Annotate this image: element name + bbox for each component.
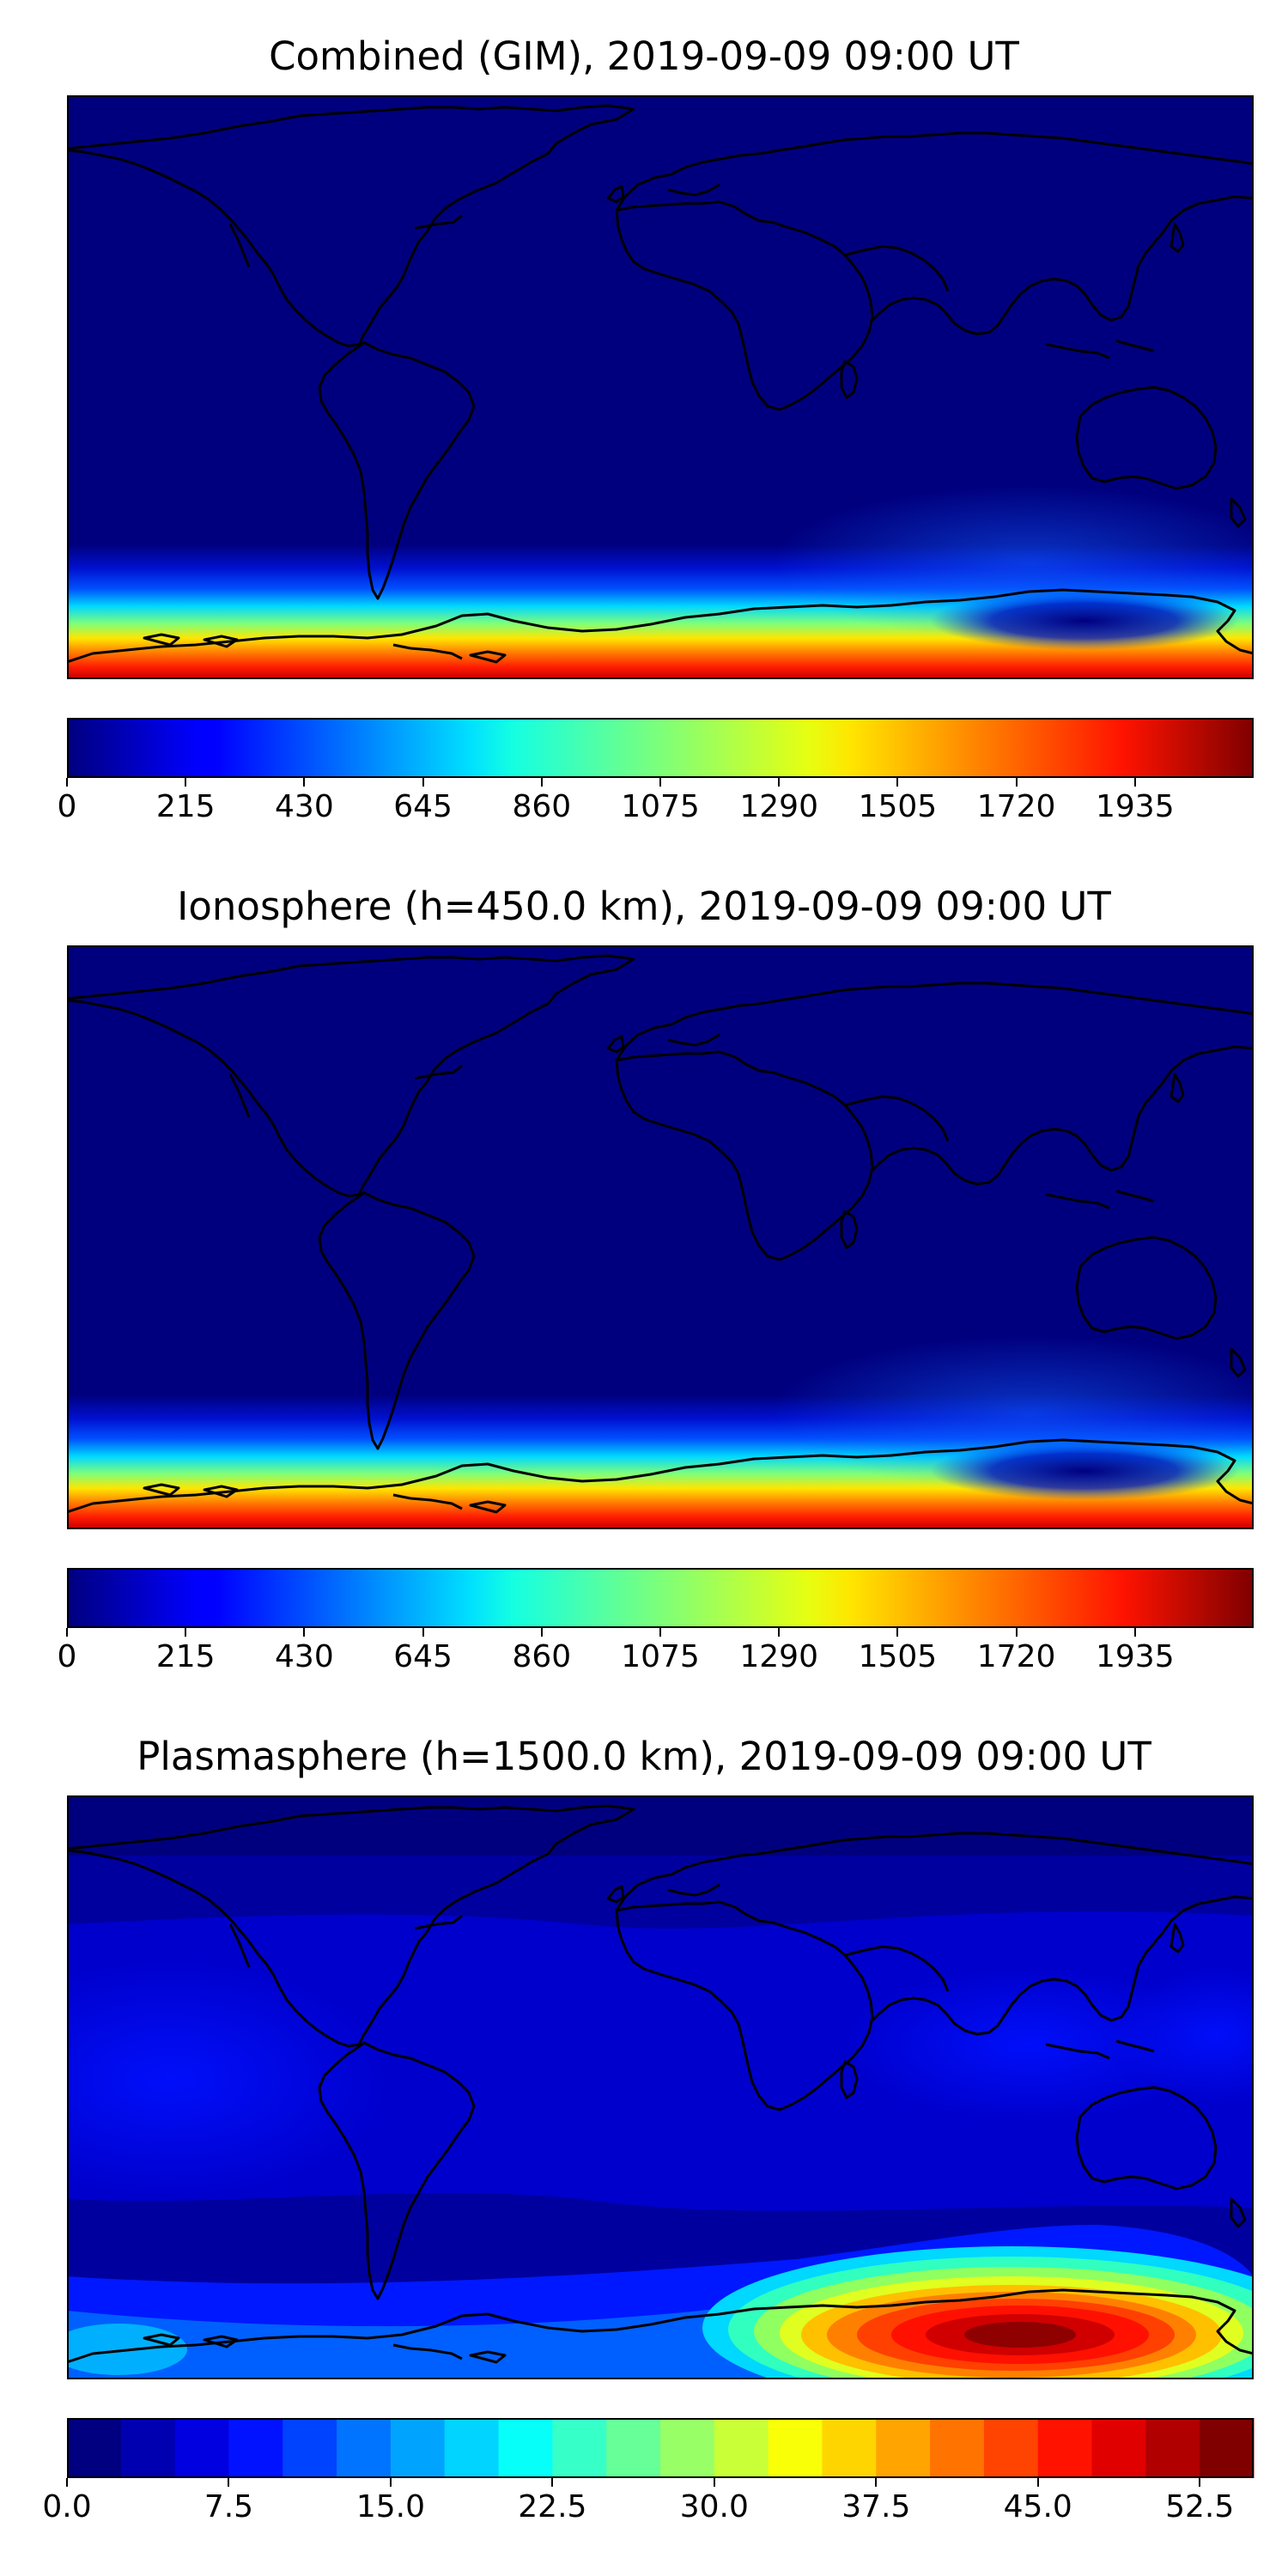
colorbar-tick-mark: [228, 2478, 230, 2487]
colorbar-tick-label: 645: [393, 789, 453, 824]
colorbar-level: [660, 2418, 715, 2478]
colorbar-tick-mark: [1015, 778, 1018, 787]
colorbar-tick-mark: [1133, 778, 1136, 787]
colorbar-level: [337, 2418, 392, 2478]
colorbar-tick-label: 15.0: [355, 2489, 425, 2524]
colorbar-tick-label: 7.5: [204, 2489, 254, 2524]
colorbar-tick-label: 1075: [621, 789, 700, 824]
colorbar-tick-mark: [659, 778, 661, 787]
colorbar-tick-mark: [1015, 1628, 1018, 1637]
colorbar-tick-mark: [422, 1628, 424, 1637]
colorbar-tick-mark: [896, 1628, 899, 1637]
colorbar-tick-label: 0.0: [42, 2489, 92, 2524]
colorbar-tick-mark: [551, 2478, 554, 2487]
colorbar-tick-mark: [422, 778, 424, 787]
panel-1-map: [67, 95, 1254, 679]
colorbar-level: [1037, 2418, 1093, 2478]
colorbar-tick-mark: [389, 2478, 392, 2487]
colorbar-tick-mark: [540, 1628, 543, 1637]
colorbar-tick-label: 215: [155, 789, 216, 824]
colorbar-level: [606, 2418, 661, 2478]
colorbar-level: [822, 2418, 877, 2478]
colorbar-tick-mark: [66, 1628, 68, 1637]
colorbar-level: [174, 2418, 229, 2478]
colorbar-level: [983, 2418, 1039, 2478]
colorbar-tick-mark: [778, 778, 781, 787]
colorbar-tick-label: 1720: [976, 789, 1056, 824]
colorbar-level: [67, 2418, 122, 2478]
panel-1-title: Combined (GIM), 2019-09-09 09:00 UT: [269, 33, 1019, 79]
colorbar-tick-mark: [303, 778, 306, 787]
colorbar-level: [390, 2418, 446, 2478]
colorbar-tick-label: 1935: [1095, 1639, 1175, 1674]
colorbar-tick-mark: [66, 2478, 68, 2487]
colorbar-tick-label: 860: [512, 789, 572, 824]
colorbar-level: [228, 2418, 283, 2478]
colorbar-tick-label: 0: [57, 1639, 77, 1674]
colorbar-tick-label: 1505: [858, 1639, 938, 1674]
colorbar-tick-label: 37.5: [841, 2489, 911, 2524]
colorbar-tick-label: 860: [512, 1639, 572, 1674]
colorbar-tick-label: 0: [57, 789, 77, 824]
panel-2-map: [67, 945, 1254, 1529]
colorbar-tick-label: 45.0: [1003, 2489, 1072, 2524]
panel-3-title: Plasmasphere (h=1500.0 km), 2019-09-09 0…: [137, 1734, 1151, 1779]
colorbar-tick-label: 1505: [858, 789, 938, 824]
colorbar-tick-mark: [66, 778, 68, 787]
colorbar-tick-label: 52.5: [1165, 2489, 1235, 2524]
colorbar-level: [283, 2418, 337, 2478]
colorbar-tick-label: 1290: [739, 1639, 818, 1674]
colorbar-tick-mark: [185, 1628, 187, 1637]
colorbar-tick-mark: [896, 778, 899, 787]
colorbar-tick-mark: [185, 778, 187, 787]
colorbar-tick-label: 215: [155, 1639, 216, 1674]
colorbar-tick-mark: [778, 1628, 781, 1637]
colorbar-tick-mark: [875, 2478, 878, 2487]
colorbar-tick-mark: [303, 1628, 306, 1637]
colorbar-level: [444, 2418, 500, 2478]
colorbar-level: [930, 2418, 985, 2478]
panel-1-colorbar: [67, 718, 1254, 778]
colorbar-tick-label: 1290: [739, 789, 818, 824]
colorbar-tick-mark: [659, 1628, 661, 1637]
colorbar-tick-label: 430: [275, 789, 334, 824]
colorbar-level: [876, 2418, 931, 2478]
colorbar-level: [1091, 2418, 1146, 2478]
panel-3-map: [67, 1795, 1254, 2379]
colorbar-tick-mark: [1133, 1628, 1136, 1637]
colorbar-tick-label: 22.5: [518, 2489, 587, 2524]
colorbar-tick-label: 1935: [1095, 789, 1175, 824]
colorbar-tick-label: 1720: [976, 1639, 1056, 1674]
colorbar-tick-mark: [1199, 2478, 1201, 2487]
colorbar-level: [768, 2418, 823, 2478]
colorbar-tick-label: 30.0: [679, 2489, 749, 2524]
colorbar-level: [714, 2418, 769, 2478]
colorbar-level: [1145, 2418, 1200, 2478]
colorbar-level: [120, 2418, 176, 2478]
colorbar-level: [498, 2418, 553, 2478]
colorbar-tick-label: 430: [275, 1639, 334, 1674]
colorbar-level: [552, 2418, 607, 2478]
colorbar-tick-label: 1075: [621, 1639, 700, 1674]
colorbar-level: [1200, 2418, 1255, 2478]
panel-3-colorbar: [67, 2418, 1255, 2478]
colorbar-tick-mark: [540, 778, 543, 787]
panel-2-colorbar: [67, 1568, 1254, 1628]
colorbar-tick-label: 645: [393, 1639, 453, 1674]
panel-2-title: Ionosphere (h=450.0 km), 2019-09-09 09:0…: [177, 884, 1111, 929]
colorbar-tick-mark: [1036, 2478, 1039, 2487]
colorbar-tick-mark: [713, 2478, 715, 2487]
